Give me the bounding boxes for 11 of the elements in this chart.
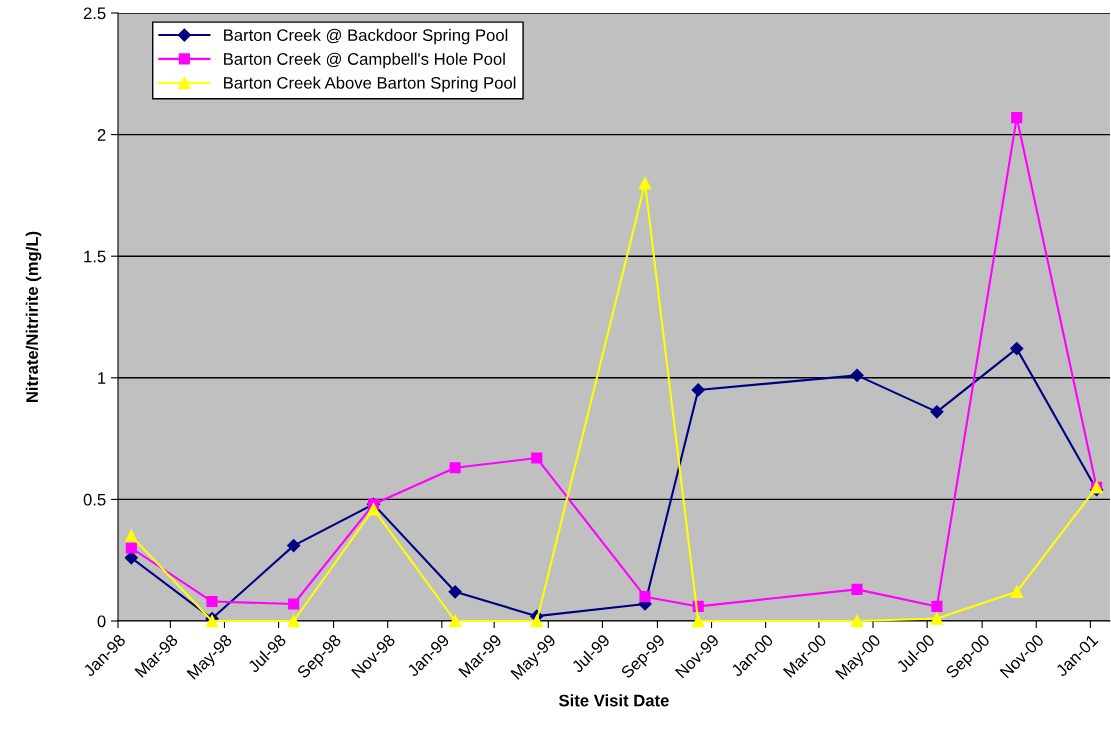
y-tick-label: 1.5 xyxy=(84,250,106,263)
legend-label: Barton Creek Above Barton Spring Pool xyxy=(224,76,516,93)
y-axis-title: Nitrate/Nitririte (mg/L) xyxy=(25,231,42,402)
y-tick-label: 1 xyxy=(98,372,106,384)
y-tick-label: 0 xyxy=(97,615,106,628)
x-axis-title: Site Visit Date xyxy=(559,694,669,707)
legend-label: Barton Creek @ Campbell's Hole Pool xyxy=(224,52,505,69)
y-tick-label: 2 xyxy=(97,129,106,141)
legend-label: Barton Creek @ Backdoor Spring Pool xyxy=(224,28,508,45)
y-tick-label: 0.5 xyxy=(83,493,106,506)
y-tick-label: 2.5 xyxy=(83,7,106,20)
